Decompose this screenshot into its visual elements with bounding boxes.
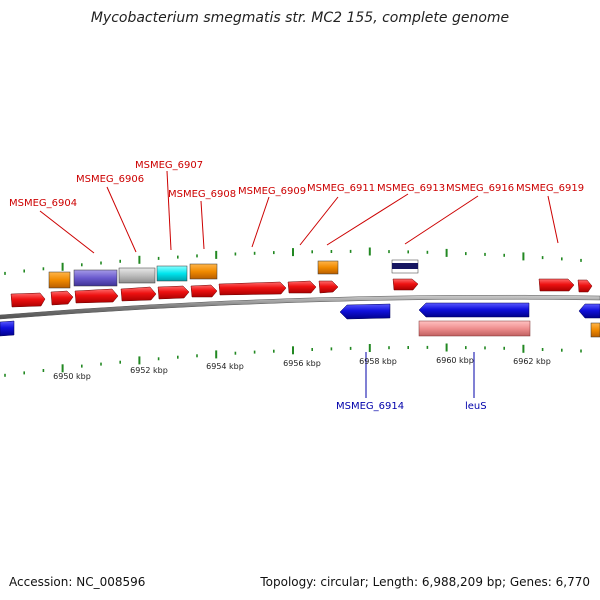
forward-gene-5[interactable]: [157, 285, 190, 300]
label-msmeg-6904[interactable]: MSMEG_6904: [9, 198, 77, 209]
forward-gene-12[interactable]: [577, 279, 593, 293]
outer-ruler-ticks: [4, 247, 582, 275]
gene-box-gray[interactable]: [118, 267, 156, 284]
gene-box-cyan[interactable]: [156, 265, 188, 282]
ruler-label-6954: 6954 kbp: [206, 362, 244, 371]
gene-box-trna[interactable]: [391, 259, 419, 274]
reverse-gene-2[interactable]: [578, 303, 600, 319]
accession-text: Accession: NC_008596: [9, 575, 146, 589]
forward-gene-8[interactable]: [287, 280, 317, 294]
label-msmeg-6919[interactable]: MSMEG_6919: [516, 183, 584, 194]
reverse-gene-msmeg-6914[interactable]: [339, 303, 391, 320]
label-msmeg-6916[interactable]: MSMEG_6916: [446, 183, 514, 194]
genome-title: Mycobacterium smegmatis str. MC2 155, co…: [90, 10, 510, 26]
ruler-label-6958: 6958 kbp: [359, 357, 397, 366]
leader-line-msmeg-6916: [404, 195, 479, 245]
chromosome-backbone: [0, 294, 600, 320]
label-msmeg-6906[interactable]: MSMEG_6906: [76, 174, 144, 185]
ruler-label-6962: 6962 kbp: [513, 357, 551, 366]
leader-line-msmeg-6907: [166, 170, 172, 251]
label-msmeg-6907[interactable]: MSMEG_6907: [135, 160, 203, 171]
label-msmeg-6909[interactable]: MSMEG_6909: [238, 186, 306, 197]
forward-gene-9[interactable]: [318, 280, 339, 294]
label-msmeg-6908[interactable]: MSMEG_6908: [168, 189, 236, 200]
forward-gene-4[interactable]: [120, 286, 157, 302]
bottom-gene-labels: MSMEG_6914 leuS: [336, 401, 487, 412]
leader-line-msmeg-6904: [39, 210, 95, 254]
ruler-label-6956: 6956 kbp: [283, 359, 321, 368]
ruler-label-6960: 6960 kbp: [436, 356, 474, 365]
label-msmeg-6914[interactable]: MSMEG_6914: [336, 401, 404, 412]
label-leus[interactable]: leuS: [465, 401, 487, 412]
ruler-label-6952: 6952 kbp: [130, 366, 168, 375]
forward-gene-6[interactable]: [190, 284, 218, 298]
reverse-gene-leus[interactable]: [418, 302, 530, 318]
leader-line-msmeg-6908: [200, 200, 205, 250]
gene-box-pink[interactable]: [418, 320, 531, 337]
forward-gene-3[interactable]: [74, 288, 119, 304]
reverse-gene-1[interactable]: [0, 320, 15, 337]
inner-ruler-ticks: [4, 343, 582, 377]
ruler-labels: 6950 kbp 6952 kbp 6954 kbp 6956 kbp 6958…: [53, 356, 551, 381]
forward-gene-7[interactable]: [218, 281, 287, 296]
forward-gene-11[interactable]: [538, 278, 575, 292]
gene-box-purple[interactable]: [73, 269, 118, 287]
genome-summary-text: Topology: circular; Length: 6,988,209 bp…: [260, 575, 590, 589]
leader-line-msmeg-6919: [547, 195, 559, 244]
forward-gene-10[interactable]: [392, 278, 419, 291]
bottom-leader-lines: [365, 352, 475, 398]
gene-box-orange-2[interactable]: [189, 263, 218, 280]
forward-gene-1[interactable]: [10, 292, 46, 308]
forward-gene-2[interactable]: [50, 290, 74, 306]
label-msmeg-6911[interactable]: MSMEG_6911: [307, 183, 375, 194]
ruler-label-6950: 6950 kbp: [53, 372, 91, 381]
top-gene-labels: MSMEG_6904 MSMEG_6906 MSMEG_6907 MSMEG_6…: [9, 160, 584, 209]
gene-box-orange-1[interactable]: [48, 271, 71, 289]
label-msmeg-6913[interactable]: MSMEG_6913: [377, 183, 445, 194]
leader-line-msmeg-6909: [251, 196, 270, 248]
leader-line-msmeg-6913: [326, 193, 409, 246]
top-leader-lines: [39, 170, 559, 254]
gene-box-orange-3[interactable]: [317, 260, 339, 275]
leader-line-msmeg-6911: [299, 196, 339, 246]
gene-box-orange-4[interactable]: [590, 322, 600, 338]
leader-line-msmeg-6906: [106, 186, 137, 253]
